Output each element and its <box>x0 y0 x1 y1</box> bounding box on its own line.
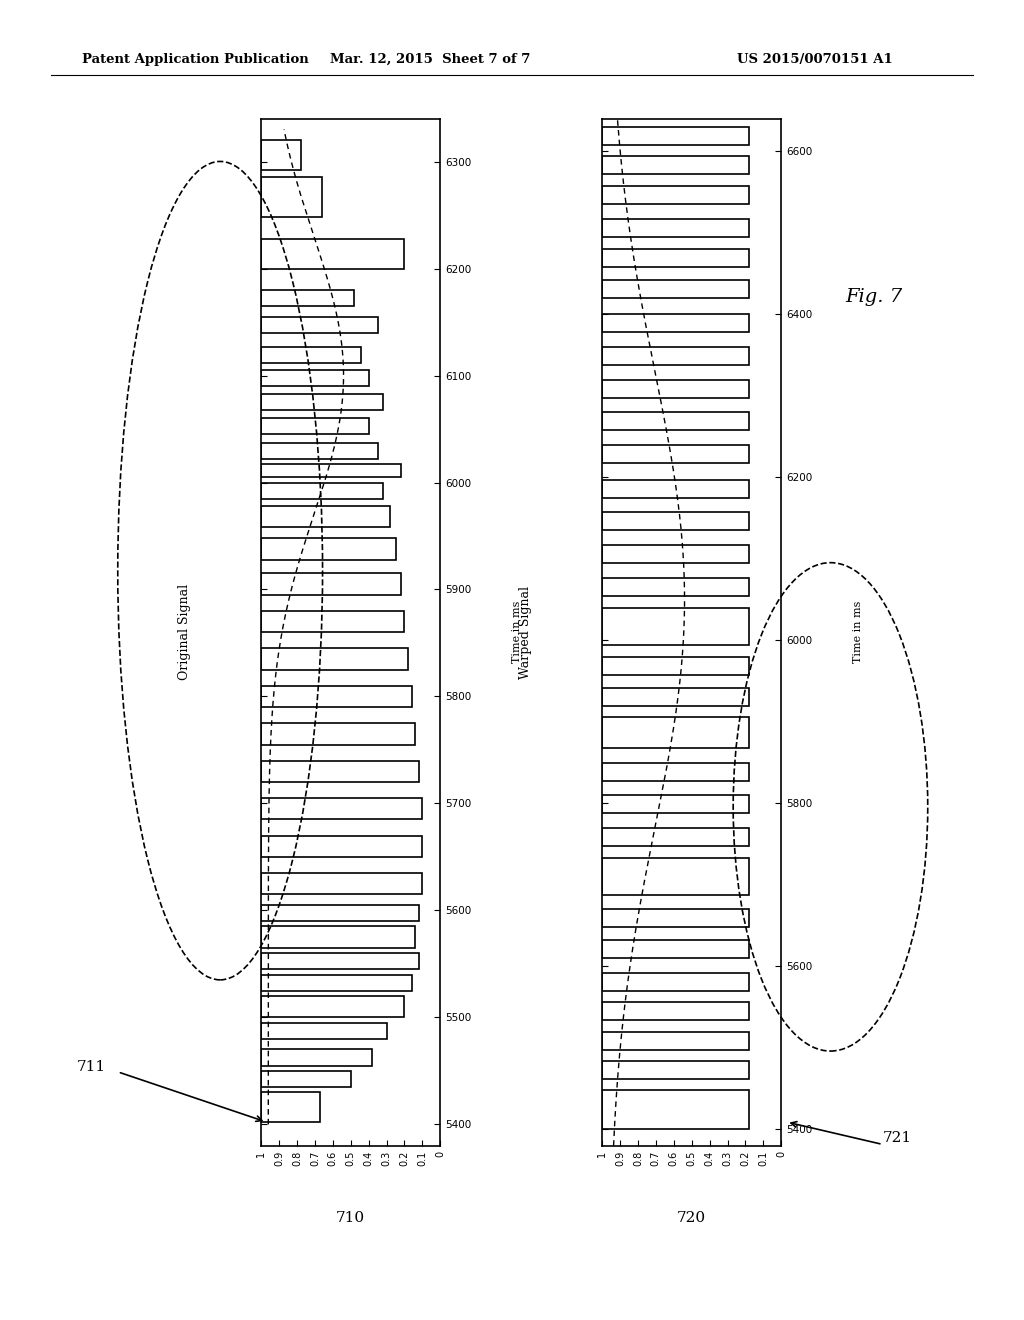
Bar <box>261 393 383 409</box>
Text: 711: 711 <box>77 1060 105 1073</box>
Text: 720: 720 <box>677 1212 707 1225</box>
Bar <box>261 483 383 499</box>
Bar <box>602 380 749 397</box>
Bar <box>261 799 422 820</box>
Bar <box>602 973 749 991</box>
Bar <box>602 1032 749 1049</box>
Bar <box>261 1049 373 1065</box>
Bar <box>602 1090 749 1130</box>
Bar <box>261 1071 350 1086</box>
Bar <box>261 836 422 857</box>
Text: Warped Signal: Warped Signal <box>519 586 531 678</box>
Bar <box>261 1092 321 1122</box>
Bar <box>261 760 419 781</box>
Bar <box>261 465 400 477</box>
Bar <box>602 480 749 498</box>
Bar <box>261 997 404 1018</box>
Bar <box>602 763 749 780</box>
Bar <box>602 512 749 531</box>
Bar <box>602 219 749 238</box>
Bar <box>261 686 412 708</box>
Bar <box>602 828 749 846</box>
Bar <box>261 539 395 560</box>
Bar <box>602 717 749 748</box>
Bar <box>602 347 749 364</box>
Bar <box>602 607 749 644</box>
Bar <box>602 795 749 813</box>
Bar <box>602 156 749 174</box>
Bar <box>602 249 749 267</box>
Bar <box>602 1061 749 1078</box>
Bar <box>602 186 749 205</box>
Bar <box>261 648 408 669</box>
Bar <box>261 1023 387 1039</box>
Bar <box>602 1002 749 1020</box>
Text: Original Signal: Original Signal <box>178 585 190 680</box>
Bar <box>261 317 378 333</box>
Bar <box>602 280 749 298</box>
Text: 710: 710 <box>336 1212 366 1225</box>
Bar <box>602 858 749 895</box>
Text: US 2015/0070151 A1: US 2015/0070151 A1 <box>737 53 893 66</box>
Bar <box>261 370 369 387</box>
Bar <box>261 506 390 528</box>
Bar <box>261 573 400 595</box>
Bar <box>602 940 749 958</box>
Text: Time in ms: Time in ms <box>853 601 863 664</box>
Text: Mar. 12, 2015  Sheet 7 of 7: Mar. 12, 2015 Sheet 7 of 7 <box>330 53 530 66</box>
Bar <box>261 873 422 895</box>
Bar <box>261 418 369 434</box>
Bar <box>602 688 749 706</box>
Bar <box>261 444 378 459</box>
Text: Fig. 7: Fig. 7 <box>845 288 902 306</box>
Bar <box>602 909 749 928</box>
Text: 721: 721 <box>883 1131 911 1144</box>
Bar <box>261 611 404 632</box>
Bar <box>261 974 412 990</box>
Bar <box>602 445 749 463</box>
Bar <box>261 347 361 363</box>
Bar <box>261 140 301 170</box>
Bar <box>261 953 419 969</box>
Bar <box>261 723 416 744</box>
Bar <box>602 412 749 430</box>
Bar <box>261 927 416 948</box>
Text: Time in ms: Time in ms <box>512 601 522 664</box>
Bar <box>261 290 354 306</box>
Bar <box>261 177 322 218</box>
Text: Patent Application Publication: Patent Application Publication <box>82 53 308 66</box>
Bar <box>261 906 419 921</box>
Bar <box>602 578 749 595</box>
Bar <box>602 545 749 564</box>
Bar <box>602 657 749 675</box>
Bar <box>602 314 749 333</box>
Bar <box>261 239 404 268</box>
Bar <box>602 127 749 145</box>
